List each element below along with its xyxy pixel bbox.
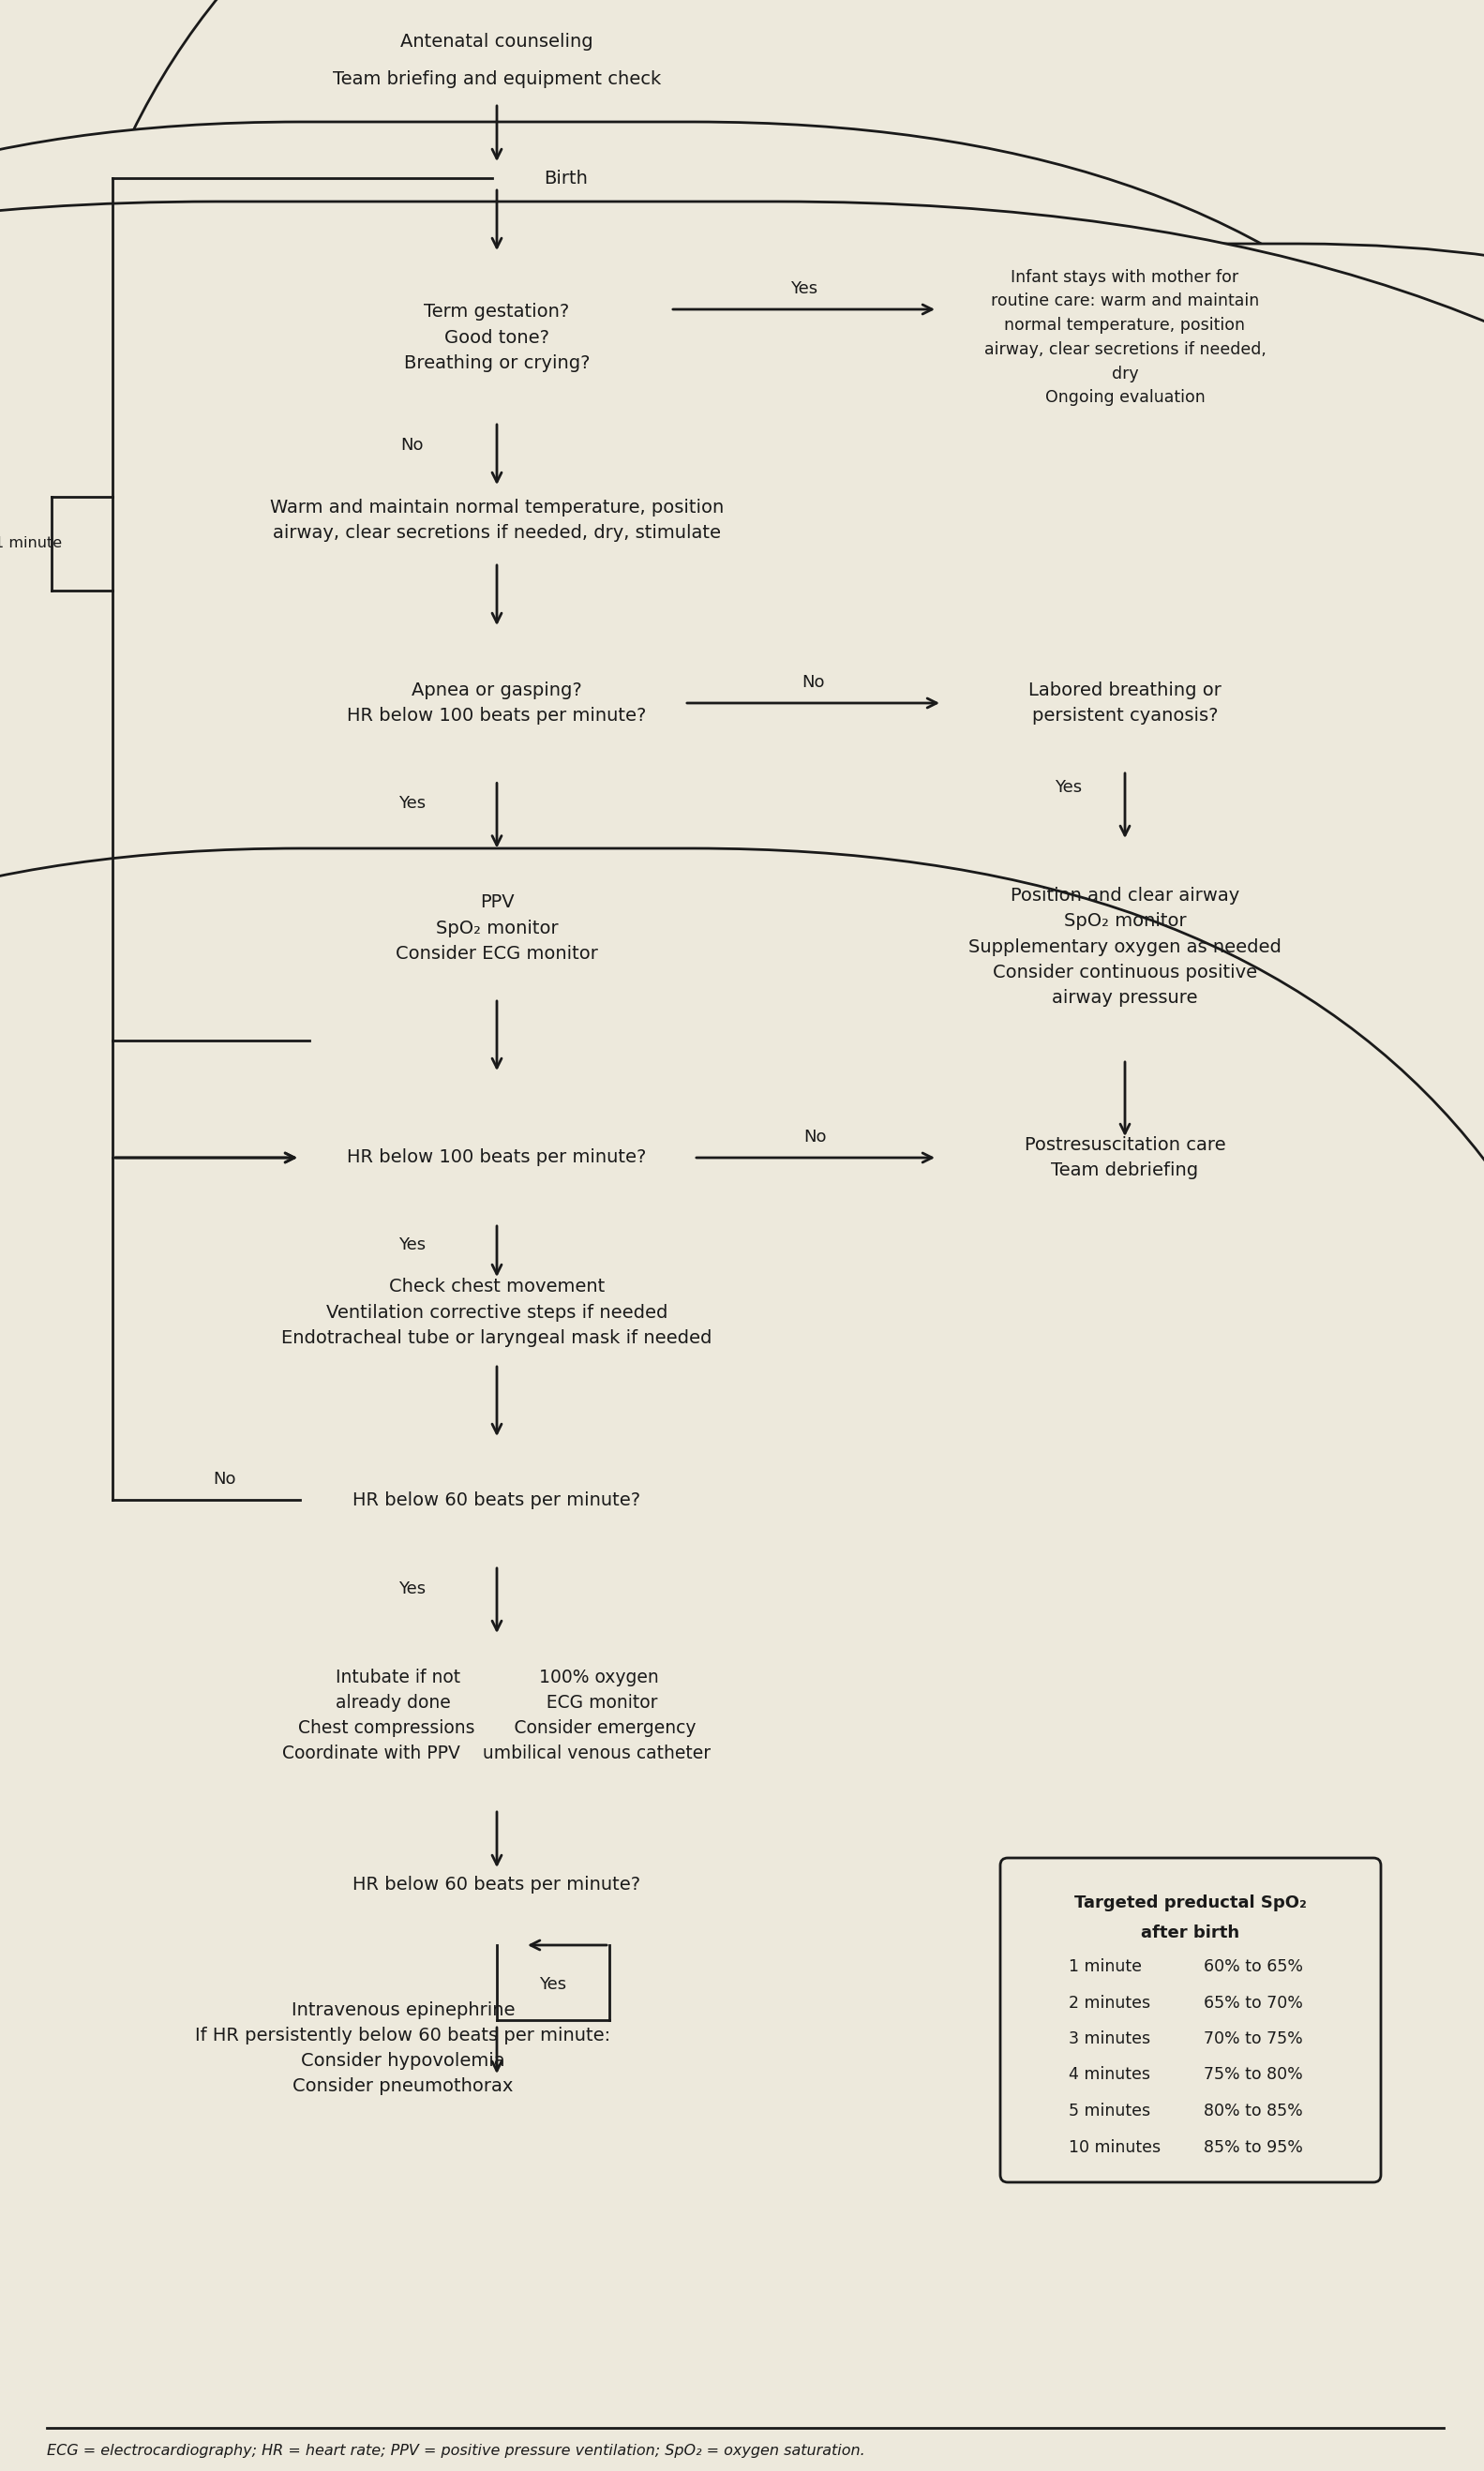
Text: Labored breathing or
persistent cyanosis?: Labored breathing or persistent cyanosis… — [1028, 682, 1221, 724]
Text: No: No — [401, 437, 424, 455]
Text: Antenatal counseling: Antenatal counseling — [401, 32, 594, 52]
FancyBboxPatch shape — [0, 848, 1484, 2471]
Text: 1 minute: 1 minute — [1068, 1957, 1141, 1974]
Text: Yes: Yes — [1055, 778, 1082, 796]
Text: HR below 60 beats per minute?: HR below 60 beats per minute? — [353, 1875, 641, 1893]
Text: No: No — [801, 675, 825, 692]
Text: 65% to 70%: 65% to 70% — [1204, 1994, 1303, 2011]
FancyBboxPatch shape — [0, 203, 1484, 2471]
Text: Birth: Birth — [543, 168, 588, 188]
FancyBboxPatch shape — [0, 0, 1484, 1955]
Text: ECG = electrocardiography; HR = heart rate; PPV = positive pressure ventilation;: ECG = electrocardiography; HR = heart ra… — [47, 2444, 865, 2459]
FancyBboxPatch shape — [0, 121, 1484, 2194]
FancyBboxPatch shape — [33, 0, 1484, 1688]
Text: Targeted preductal SpO₂: Targeted preductal SpO₂ — [1074, 1895, 1307, 1913]
Text: Yes: Yes — [399, 1236, 426, 1253]
Text: 3 minutes: 3 minutes — [1068, 2031, 1150, 2048]
Text: Position and clear airway
SpO₂ monitor
Supplementary oxygen as needed
Consider c: Position and clear airway SpO₂ monitor S… — [969, 887, 1282, 1006]
Text: HR below 60 beats per minute?: HR below 60 beats per minute? — [353, 1490, 641, 1510]
Text: No: No — [214, 1470, 236, 1488]
Text: Term gestation?
Good tone?
Breathing or crying?: Term gestation? Good tone? Breathing or … — [404, 304, 591, 373]
Text: 70% to 75%: 70% to 75% — [1204, 2031, 1303, 2048]
Text: Apnea or gasping?
HR below 100 beats per minute?: Apnea or gasping? HR below 100 beats per… — [347, 682, 647, 724]
Text: 75% to 80%: 75% to 80% — [1204, 2066, 1303, 2083]
Text: 85% to 95%: 85% to 95% — [1204, 2140, 1303, 2155]
Text: Warm and maintain normal temperature, position
airway, clear secretions if neede: Warm and maintain normal temperature, po… — [270, 499, 724, 541]
FancyBboxPatch shape — [98, 245, 1484, 2071]
Text: 10 minutes: 10 minutes — [1068, 2140, 1160, 2155]
Text: Yes: Yes — [789, 279, 818, 297]
Text: Yes: Yes — [399, 1581, 426, 1596]
Text: after birth: after birth — [1141, 1925, 1239, 1942]
Text: 1 minute: 1 minute — [0, 536, 62, 551]
Text: Intravenous epinephrine
If HR persistently below 60 beats per minute:
Consider h: Intravenous epinephrine If HR persistent… — [196, 2002, 611, 2095]
Text: Intubate if not              100% oxygen
already done                 ECG monito: Intubate if not 100% oxygen already done… — [282, 1668, 711, 1762]
FancyBboxPatch shape — [0, 465, 1484, 2471]
Text: 5 minutes: 5 minutes — [1068, 2103, 1150, 2120]
Text: Team briefing and equipment check: Team briefing and equipment check — [332, 72, 660, 89]
Text: HR below 100 beats per minute?: HR below 100 beats per minute? — [347, 1149, 647, 1166]
Text: Postresuscitation care
Team debriefing: Postresuscitation care Team debriefing — [1024, 1137, 1226, 1179]
Text: 60% to 65%: 60% to 65% — [1204, 1957, 1303, 1974]
Text: Check chest movement
Ventilation corrective steps if needed
Endotracheal tube or: Check chest movement Ventilation correct… — [282, 1278, 712, 1347]
Text: Yes: Yes — [540, 1977, 567, 1994]
Text: PPV
SpO₂ monitor
Consider ECG monitor: PPV SpO₂ monitor Consider ECG monitor — [396, 895, 598, 964]
FancyBboxPatch shape — [1000, 1858, 1382, 2182]
FancyBboxPatch shape — [0, 0, 1484, 1937]
Text: Yes: Yes — [399, 796, 426, 813]
Text: 4 minutes: 4 minutes — [1068, 2066, 1150, 2083]
Text: 80% to 85%: 80% to 85% — [1204, 2103, 1303, 2120]
Text: 2 minutes: 2 minutes — [1068, 1994, 1150, 2011]
Text: No: No — [804, 1129, 827, 1147]
FancyBboxPatch shape — [0, 0, 1484, 1693]
Text: Infant stays with mother for
routine care: warm and maintain
normal temperature,: Infant stays with mother for routine car… — [984, 269, 1266, 405]
